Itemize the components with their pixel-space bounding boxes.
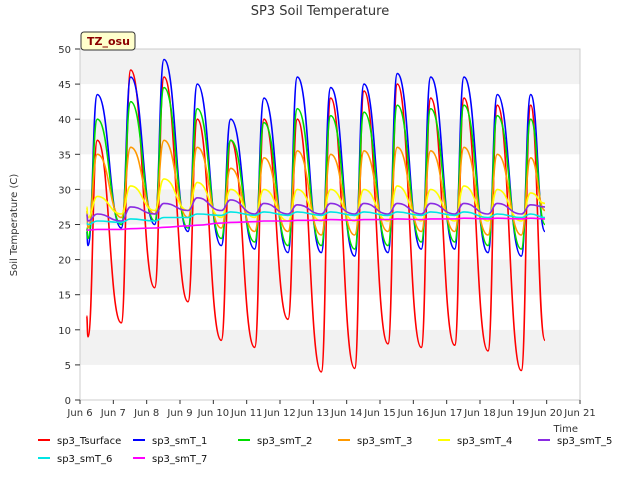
y-tick-label: 0 — [65, 396, 71, 407]
x-tick-label: Jun 11 — [230, 408, 263, 419]
series-line-sp3_smT_4 — [85, 178, 546, 222]
legend-label: sp3_smT_1 — [152, 436, 207, 447]
grid-band — [80, 294, 580, 330]
y-tick-label: 20 — [58, 256, 71, 267]
grid-band — [80, 329, 580, 365]
grid-band — [80, 224, 580, 260]
grid-band — [80, 259, 580, 295]
y-axis-label: Soil Temperature (C) — [9, 174, 20, 277]
y-tick-label: 30 — [58, 185, 71, 196]
y-tick-label: 50 — [58, 45, 71, 56]
x-tick-label: Jun 6 — [66, 408, 92, 419]
x-tick-label: Jun 9 — [166, 408, 192, 419]
y-axis-ticks: 0 5 10 15 20 25 30 35 40 45 50 — [58, 45, 80, 407]
x-tick-label: Jun 17 — [430, 408, 463, 419]
tz-annotation-box — [80, 31, 136, 51]
x-tick-label: Jun 7 — [100, 408, 126, 419]
series-line-sp3_smT_7 — [86, 217, 546, 231]
tz-annotation-label: TZ_osu — [87, 35, 130, 48]
y-tick-label: 25 — [58, 221, 71, 232]
x-tick-label: Jun 13 — [297, 408, 330, 419]
series-line-sp3_smT_6 — [86, 211, 546, 226]
y-tick-label: 15 — [58, 291, 71, 302]
y-tick-label: 45 — [58, 80, 71, 91]
legend-label: sp3_smT_7 — [152, 454, 207, 465]
chart-title: SP3 Soil Temperature — [251, 4, 389, 19]
legend-label: sp3_smT_3 — [357, 436, 412, 447]
series-line-sp3_smT_3 — [85, 139, 546, 236]
x-axis-ticks: Jun 6 Jun 7 Jun 8 Jun 9 Jun 10 Jun 11 Jun 12 Ju… — [66, 400, 596, 419]
legend-label: sp3_smT_6 — [57, 454, 112, 465]
y-tick-label: 40 — [58, 115, 71, 126]
grid-band — [80, 364, 580, 400]
plot-background — [80, 49, 580, 400]
x-tick-label: Jun 8 — [133, 408, 159, 419]
y-tick-label: 10 — [58, 326, 71, 337]
x-tick-label: Jun 19 — [497, 408, 530, 419]
x-tick-label: Jun 18 — [463, 408, 496, 419]
legend-label: sp3_smT_2 — [257, 436, 312, 447]
legend-label: sp3_smT_5 — [557, 436, 612, 447]
x-tick-label: Jun 14 — [330, 408, 363, 419]
x-tick-label: Jun 10 — [197, 408, 230, 419]
series-lines — [85, 58, 546, 373]
x-tick-label: Jun 16 — [397, 408, 430, 419]
x-tick-label: Jun 21 — [563, 408, 596, 419]
x-axis-label: Time — [553, 424, 578, 435]
grid-band — [80, 119, 580, 155]
tz-annotation: TZ_osu — [80, 31, 136, 51]
x-tick-label: Jun 12 — [263, 408, 296, 419]
grid-band — [80, 49, 580, 85]
series-line-sp3_smT_5 — [85, 196, 546, 222]
y-tick-label: 5 — [65, 361, 71, 372]
y-tick-label: 35 — [58, 150, 71, 161]
x-tick-label: Jun 15 — [363, 408, 396, 419]
grid-band — [80, 154, 580, 190]
legend-label: sp3_smT_4 — [457, 436, 512, 447]
x-tick-label: Jun 20 — [530, 408, 563, 419]
legend: sp3_Tsurface sp3_smT_1 sp3_smT_2 sp3_smT_3 s… — [38, 436, 612, 465]
legend-label: sp3_Tsurface — [57, 436, 121, 447]
